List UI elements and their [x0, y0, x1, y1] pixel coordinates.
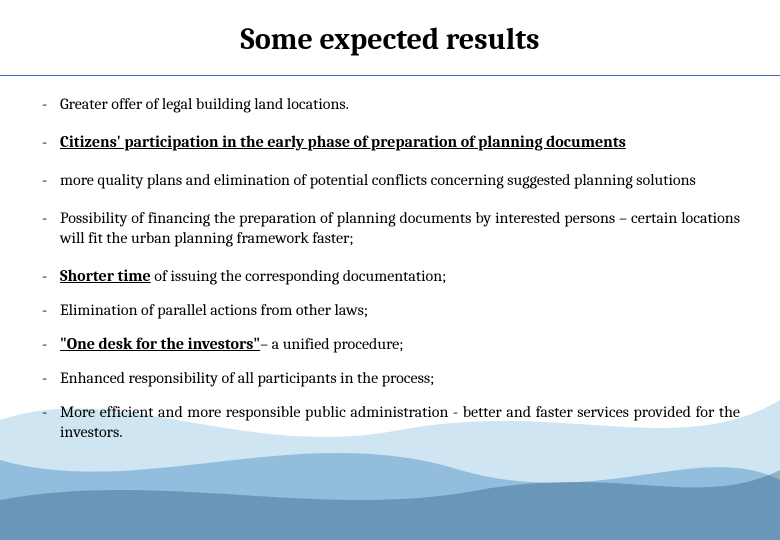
slide-content: Some expected results -Greater offer of … [0, 0, 780, 442]
bullet-dash: - [40, 402, 60, 422]
list-item-text: Elimination of parallel actions from oth… [60, 300, 740, 320]
list-item: -Enhanced responsibility of all particip… [40, 368, 740, 388]
list-item-text: Enhanced responsibility of all participa… [60, 368, 740, 388]
list-item-text: Citizens' participation in the early pha… [60, 132, 740, 152]
wave-mid [0, 453, 780, 540]
list-item-text: Greater offer of legal building land loc… [60, 94, 740, 114]
bullet-dash: - [40, 368, 60, 388]
bullet-dash: - [40, 334, 60, 354]
results-list: -Greater offer of legal building land lo… [0, 76, 780, 442]
list-item: -Shorter time of issuing the correspondi… [40, 266, 740, 286]
bullet-dash: - [40, 132, 60, 152]
bullet-dash: - [40, 94, 60, 114]
list-item: -Possibility of financing the preparatio… [40, 208, 740, 248]
list-item: -"One desk for the investors"– a unified… [40, 334, 740, 354]
slide-title: Some expected results [0, 0, 780, 75]
list-item-text: Shorter time of issuing the correspondin… [60, 266, 740, 286]
bullet-dash: - [40, 208, 60, 228]
list-item-text: More efficient and more responsible publ… [60, 402, 740, 442]
list-item: -Citizens' participation in the early ph… [40, 132, 740, 152]
bullet-dash: - [40, 170, 60, 190]
list-item-text: "One desk for the investors"– a unified … [60, 334, 740, 354]
list-item: -Greater offer of legal building land lo… [40, 94, 740, 114]
list-item: -Elimination of parallel actions from ot… [40, 300, 740, 320]
bullet-dash: - [40, 266, 60, 286]
list-item-text: Possibility of financing the preparation… [60, 208, 740, 248]
list-item: -More efficient and more responsible pub… [40, 402, 740, 442]
list-item-text: more quality plans and elimination of po… [60, 170, 740, 190]
wave-dark [0, 470, 780, 540]
list-item: -more quality plans and elimination of p… [40, 170, 740, 190]
bullet-dash: - [40, 300, 60, 320]
